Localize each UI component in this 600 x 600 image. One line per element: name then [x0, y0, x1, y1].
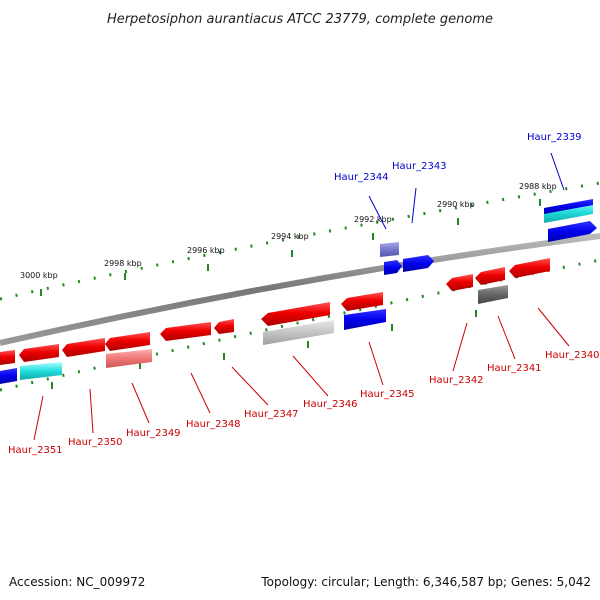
- gene-arrow[interactable]: [509, 258, 550, 278]
- gene-arrow[interactable]: [160, 322, 211, 341]
- leader-line: [33, 395, 44, 441]
- gene-arrow[interactable]: [475, 267, 505, 285]
- kbp-label: 2988 kbp: [519, 182, 557, 191]
- gene-haur-2350[interactable]: [19, 344, 62, 380]
- kbp-label: 2990 kbp: [437, 200, 475, 209]
- gene-arrow[interactable]: [214, 319, 234, 334]
- gene-label[interactable]: Haur_2344: [334, 172, 389, 183]
- gene-arrow[interactable]: [403, 255, 434, 272]
- gene-arrow[interactable]: [105, 332, 150, 351]
- gene-haur-2344[interactable]: [380, 242, 402, 275]
- gene-haur-2343[interactable]: [403, 255, 434, 272]
- gene-label[interactable]: Haur_2346: [303, 399, 358, 410]
- gene-arrow[interactable]: [384, 260, 402, 275]
- gene-haur-2342[interactable]: [446, 274, 473, 291]
- gene-label[interactable]: Haur_2341: [487, 363, 542, 374]
- leader-line: [452, 322, 468, 372]
- kbp-label: 2992 kbp: [354, 215, 392, 224]
- leader-line: [497, 315, 516, 360]
- gene-haur-2341[interactable]: [475, 267, 508, 304]
- gene-label[interactable]: Haur_2347: [244, 409, 299, 420]
- gene-label[interactable]: Haur_2348: [186, 419, 241, 430]
- gene-arrow[interactable]: [548, 221, 597, 242]
- gene-arrow[interactable]: [446, 274, 473, 291]
- gene-label[interactable]: Haur_2343: [392, 161, 447, 172]
- gene-haur-2346[interactable]: [341, 292, 386, 330]
- genome-backbone: [0, 233, 600, 346]
- leader-line: [368, 195, 387, 230]
- forward-labels: Haur_2344 Haur_2343 Haur_2339: [334, 132, 582, 183]
- gene-arrow[interactable]: [478, 285, 508, 304]
- gene-arrow[interactable]: [106, 349, 152, 368]
- leader-line: [537, 307, 570, 347]
- gene-arrow[interactable]: [20, 362, 62, 380]
- map-title: Herpetosiphon aurantiacus ATCC 23779, co…: [107, 12, 493, 27]
- gene-arrow[interactable]: [62, 338, 105, 357]
- gene-haur-2351[interactable]: [0, 350, 17, 384]
- gene-arrow[interactable]: [261, 302, 330, 326]
- kbp-label: 2998 kbp: [104, 259, 142, 268]
- kbp-label: 2994 kbp: [271, 232, 309, 241]
- gene-label[interactable]: Haur_2350: [68, 437, 123, 448]
- forward-leaders: [368, 152, 565, 230]
- gene-arrow[interactable]: [380, 242, 399, 257]
- gene-haur-2340[interactable]: [509, 258, 550, 278]
- leader-line: [411, 187, 417, 224]
- gene-arrow[interactable]: [544, 199, 593, 214]
- gene-label[interactable]: Haur_2351: [8, 445, 63, 456]
- gene-arrow[interactable]: [344, 309, 386, 330]
- reverse-labels: Haur_2351 Haur_2350 Haur_2349 Haur_2348 …: [8, 350, 600, 456]
- kbp-label: 3000 kbp: [20, 271, 58, 280]
- leader-line: [190, 372, 211, 414]
- gene-label[interactable]: Haur_2345: [360, 389, 415, 400]
- gene-label[interactable]: Haur_2349: [126, 428, 181, 439]
- leader-line: [550, 152, 565, 191]
- gene-haur-2348[interactable]: [160, 319, 234, 341]
- leader-line: [89, 388, 94, 434]
- gene-arrow[interactable]: [19, 344, 59, 362]
- leader-line: [131, 382, 150, 424]
- leader-line: [368, 341, 384, 386]
- leader-line: [292, 355, 329, 397]
- gene-label[interactable]: Haur_2339: [527, 132, 582, 143]
- reverse-leaders: [33, 307, 570, 441]
- kbp-label: 2996 kbp: [187, 246, 225, 255]
- gene-label[interactable]: Haur_2342: [429, 375, 484, 386]
- gene-haur-2339[interactable]: [544, 199, 597, 242]
- gene-haur-2349[interactable]: [62, 332, 152, 368]
- gene-arrow[interactable]: [341, 292, 383, 311]
- gene-haur-2347[interactable]: [261, 302, 334, 345]
- accession-text: Accession: NC_009972: [9, 575, 145, 589]
- gene-arrow[interactable]: [0, 350, 15, 365]
- topology-summary: Topology: circular; Length: 6,346,587 bp…: [260, 575, 591, 589]
- gene-arrow[interactable]: [0, 368, 17, 384]
- leader-line: [231, 366, 269, 406]
- gene-arrow[interactable]: [263, 320, 334, 345]
- gene-label[interactable]: Haur_2340: [545, 350, 600, 361]
